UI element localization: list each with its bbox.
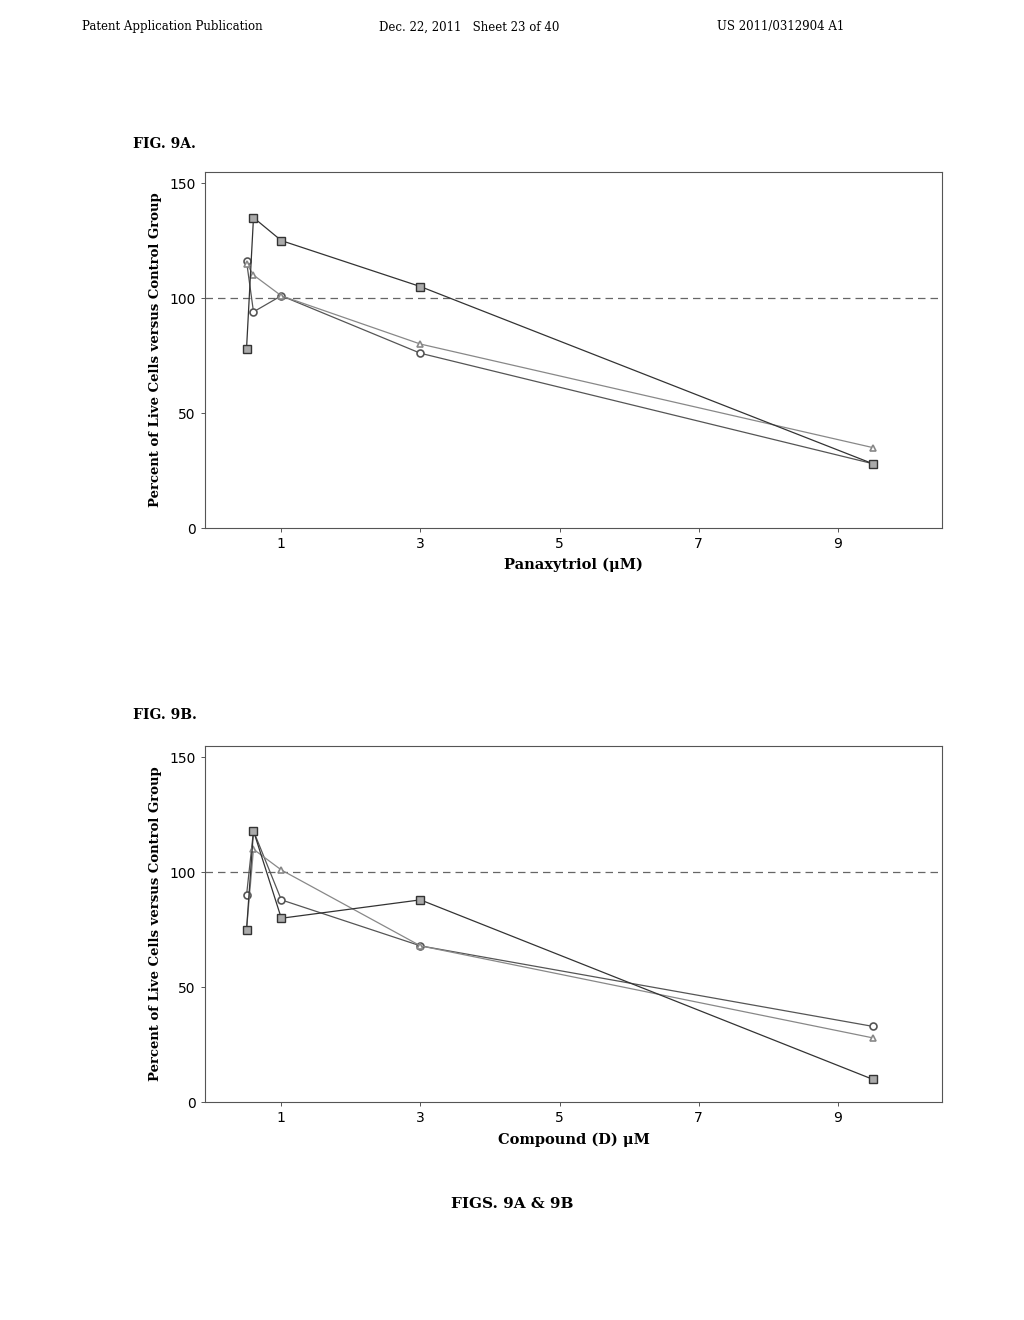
Text: FIG. 9A.: FIG. 9A. — [133, 137, 196, 150]
Text: FIG. 9B.: FIG. 9B. — [133, 709, 197, 722]
Text: Patent Application Publication: Patent Application Publication — [82, 20, 262, 33]
X-axis label: Panaxytriol (μM): Panaxytriol (μM) — [504, 558, 643, 573]
Text: FIGS. 9A & 9B: FIGS. 9A & 9B — [451, 1197, 573, 1210]
Text: Dec. 22, 2011   Sheet 23 of 40: Dec. 22, 2011 Sheet 23 of 40 — [379, 20, 559, 33]
Y-axis label: Percent of Live Cells versus Control Group: Percent of Live Cells versus Control Gro… — [150, 193, 163, 507]
Y-axis label: Percent of Live Cells versus Control Group: Percent of Live Cells versus Control Gro… — [150, 767, 163, 1081]
X-axis label: Compound (D) μM: Compound (D) μM — [498, 1133, 649, 1147]
Text: US 2011/0312904 A1: US 2011/0312904 A1 — [717, 20, 844, 33]
